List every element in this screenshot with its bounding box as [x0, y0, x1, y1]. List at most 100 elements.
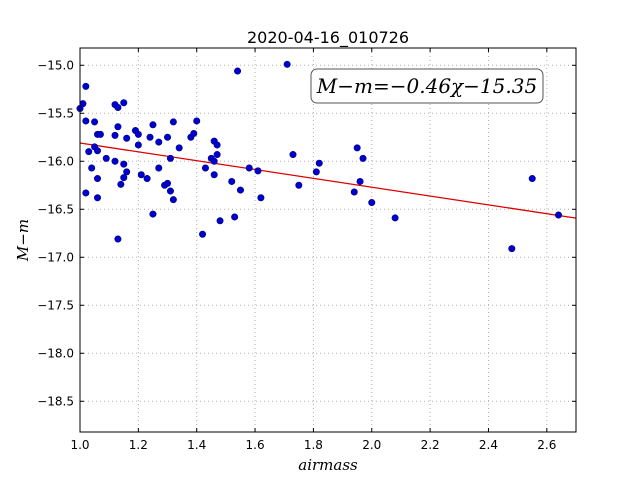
- data-point: [312, 168, 320, 176]
- data-point: [391, 214, 399, 222]
- data-point: [254, 167, 262, 175]
- data-point: [114, 235, 122, 243]
- data-point: [554, 211, 562, 219]
- data-point: [231, 213, 239, 221]
- data-point: [149, 121, 157, 129]
- data-point: [359, 154, 367, 162]
- data-point: [82, 117, 90, 125]
- data-point: [111, 157, 119, 165]
- x-tick-label: 1.8: [304, 438, 323, 452]
- x-tick-label: 2.0: [362, 438, 381, 452]
- data-point: [79, 100, 87, 108]
- data-point: [149, 210, 157, 218]
- y-tick-label: −17.5: [37, 298, 74, 312]
- data-point: [114, 123, 122, 131]
- data-point: [213, 141, 221, 149]
- y-tick-label: −16.0: [37, 154, 74, 168]
- data-point: [96, 130, 104, 138]
- data-point: [85, 148, 93, 156]
- x-axis-label: airmass: [298, 456, 358, 474]
- grid: [79, 48, 576, 432]
- data-point: [356, 177, 364, 185]
- data-point: [134, 130, 142, 138]
- x-tick-label: 1.0: [70, 438, 89, 452]
- data-point: [210, 157, 218, 165]
- data-point: [114, 104, 122, 112]
- y-axis-ticks: −15.0 −15.5 −16.0 −16.5 −17.0 −17.5 −18.0 −18.5: [37, 58, 576, 408]
- data-point: [193, 117, 201, 125]
- data-point: [120, 99, 128, 107]
- data-point: [528, 175, 536, 183]
- data-point: [94, 175, 102, 183]
- data-point: [368, 199, 376, 207]
- y-tick-label: −16.5: [37, 202, 74, 216]
- x-tick-label: 1.6: [246, 438, 265, 452]
- y-tick-label: −17.0: [37, 250, 74, 264]
- data-point: [234, 67, 242, 75]
- data-point: [228, 177, 236, 185]
- data-point: [164, 133, 172, 141]
- data-point: [123, 134, 131, 142]
- data-point: [169, 118, 177, 126]
- data-point: [123, 168, 131, 176]
- data-point: [137, 171, 145, 179]
- x-tick-label: 2.4: [479, 438, 498, 452]
- fit-line: [79, 142, 577, 219]
- data-point: [245, 164, 253, 172]
- fit-annotation: M−m=−0.46χ−15.35: [310, 68, 544, 104]
- y-axis-label: M−m: [14, 219, 32, 262]
- data-point: [82, 189, 90, 197]
- data-point: [169, 196, 177, 204]
- y-tick-label: −18.5: [37, 394, 74, 408]
- data-point: [190, 129, 198, 137]
- data-point: [315, 159, 323, 167]
- data-point: [236, 186, 244, 194]
- data-point: [143, 175, 151, 183]
- x-tick-label: 1.4: [187, 438, 206, 452]
- data-point: [210, 171, 218, 179]
- data-point: [120, 174, 128, 182]
- data-point: [175, 144, 183, 152]
- data-point: [201, 164, 209, 172]
- fit-line-group: [79, 142, 577, 219]
- x-axis-ticks: 1.0 1.2 1.4 1.6 1.8 2.0 2.2 2.4 2.6: [70, 48, 556, 452]
- x-tick-label: 1.2: [129, 438, 148, 452]
- data-point: [216, 217, 224, 225]
- y-tick-label: −15.0: [37, 58, 74, 72]
- x-tick-label: 2.6: [537, 438, 556, 452]
- data-point: [164, 179, 172, 187]
- data-point: [91, 118, 99, 126]
- data-point: [350, 188, 358, 196]
- data-point: [213, 151, 221, 159]
- data-point: [508, 245, 516, 253]
- data-point: [283, 60, 291, 68]
- data-point: [353, 144, 361, 152]
- data-point: [146, 133, 154, 141]
- data-point: [82, 82, 90, 90]
- data-points: [76, 60, 562, 253]
- data-point: [257, 194, 265, 202]
- data-point: [88, 164, 96, 172]
- data-point: [94, 194, 102, 202]
- data-point: [117, 180, 125, 188]
- data-point: [199, 230, 207, 238]
- data-point: [166, 187, 174, 195]
- data-point: [111, 131, 119, 139]
- data-point: [120, 160, 128, 168]
- y-tick-label: −18.0: [37, 346, 74, 360]
- data-point: [155, 164, 163, 172]
- data-point: [295, 181, 303, 189]
- y-tick-label: −15.5: [37, 106, 74, 120]
- data-point: [155, 138, 163, 146]
- x-tick-label: 2.2: [421, 438, 440, 452]
- plot-frame: [79, 47, 577, 433]
- data-point: [102, 154, 110, 162]
- annotation-box: [310, 68, 544, 104]
- chart-title: 2020-04-16_010726: [247, 28, 409, 48]
- data-point: [94, 147, 102, 155]
- data-point: [289, 151, 297, 159]
- data-point: [166, 154, 174, 162]
- data-point: [134, 141, 142, 149]
